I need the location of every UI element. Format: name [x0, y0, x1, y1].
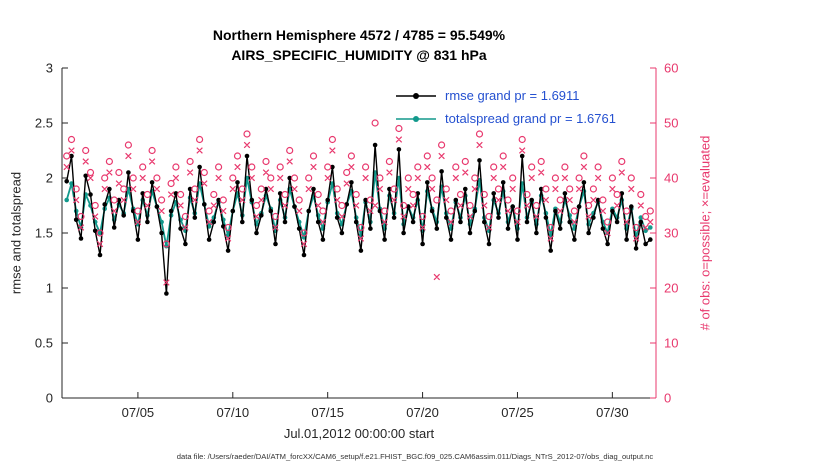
chart-title: Northern Hemisphere 4572 / 4785 = 95.549… — [62, 25, 656, 65]
legend-label: rmse grand pr = 1.6911 — [445, 88, 580, 103]
x-axis-label: Jul.01,2012 00:00:00 start — [283, 426, 435, 441]
left-tick-label: 2.5 — [35, 116, 53, 131]
right-axis-label: # of obs: o=possible; ×=evaluated — [697, 135, 713, 331]
right-tick-label: 0 — [664, 391, 671, 406]
right-tick-label: 50 — [664, 116, 678, 131]
right-tick-label: 10 — [664, 336, 678, 351]
left-axis-label: rmse and totalspread — [8, 171, 24, 295]
evaluated-markers — [63, 136, 654, 286]
right-tick-label: 60 — [664, 61, 678, 76]
left-tick-label: 1.5 — [35, 226, 53, 241]
x-tick-label: 07/20 — [406, 405, 439, 420]
chart-title-line2: AIRS_SPECIFIC_HUMIDITY @ 831 hPa — [231, 47, 487, 63]
left-tick-label: 3 — [46, 61, 53, 76]
legend-entry: totalspread grand pr = 1.6761 — [394, 107, 616, 130]
left-tick-label: 1 — [46, 281, 53, 296]
legend: rmse grand pr = 1.6911 totalspread grand … — [394, 84, 616, 130]
right-tick-label: 40 — [664, 171, 678, 186]
right-tick-label: 20 — [664, 281, 678, 296]
rmse-line — [66, 144, 651, 295]
rmse-markers — [64, 142, 653, 296]
left-tick-label: 0 — [46, 391, 53, 406]
legend-entry: rmse grand pr = 1.6911 — [394, 84, 616, 107]
x-tick-label: 07/25 — [501, 405, 534, 420]
chart-title-line1: Northern Hemisphere 4572 / 4785 = 95.549… — [212, 27, 506, 43]
left-tick-label: 0.5 — [35, 336, 53, 351]
x-tick-label: 07/10 — [217, 405, 250, 420]
x-tick-label: 07/05 — [122, 405, 155, 420]
left-tick-label: 2 — [46, 171, 53, 186]
legend-line-sample — [396, 115, 436, 122]
legend-line-sample — [396, 92, 436, 99]
possible-markers — [63, 119, 654, 248]
right-tick-label: 30 — [664, 226, 678, 241]
x-tick-label: 07/30 — [596, 405, 629, 420]
x-tick-label: 07/15 — [311, 405, 344, 420]
data-file-caption: data file: /Users/raeder/DAI/ATM_forcXX/… — [176, 452, 654, 461]
legend-label: totalspread grand pr = 1.6761 — [445, 111, 616, 126]
